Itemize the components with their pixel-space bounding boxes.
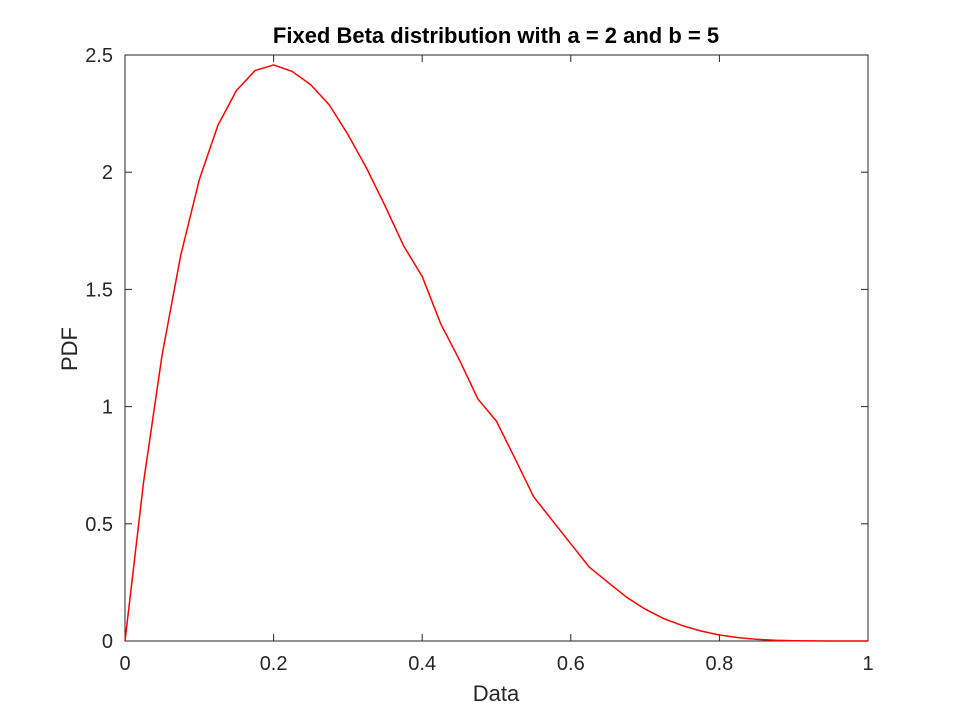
y-axis-ticks: 0 0.5 1 1.5 2 2.5 [85,45,868,653]
y-tick-label: 2.5 [85,45,113,67]
x-tick-label: 0.2 [260,653,288,675]
x-tick-label: 0 [119,653,130,675]
y-tick-label: 2 [102,162,113,184]
x-axis-ticks: 0 0.2 0.4 0.6 0.8 1 [119,55,874,675]
chart-title: Fixed Beta distribution with a = 2 and b… [273,23,719,48]
x-axis-label: Data [473,681,520,706]
series-layer [124,64,868,642]
y-axis-label: PDF [57,327,82,371]
x-tick-label: 1 [862,653,873,675]
x-tick-label: 0.4 [408,653,436,675]
pdf-curve [124,64,868,642]
y-tick-label: 0.5 [85,514,113,536]
plot-area [124,54,869,642]
y-tick-label: 1 [102,397,113,419]
axes-box [124,54,869,642]
y-tick-label: 0 [102,631,113,653]
y-tick-label: 1.5 [85,279,113,301]
x-tick-label: 0.6 [557,653,585,675]
x-tick-label: 0.8 [705,653,733,675]
